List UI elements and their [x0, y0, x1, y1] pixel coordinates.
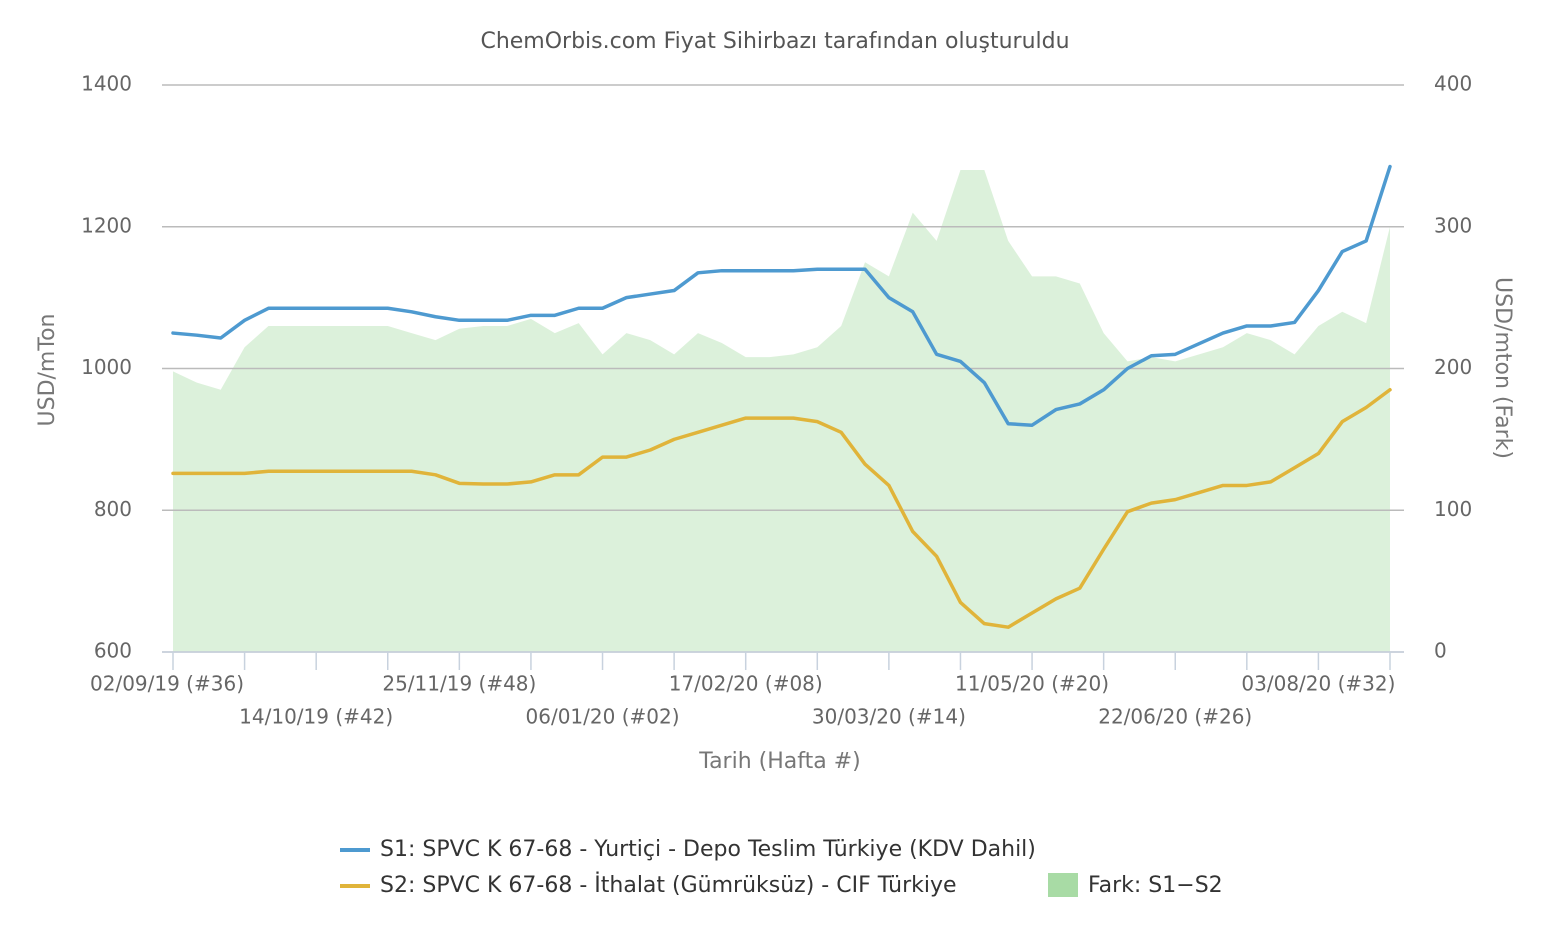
legend-label: Fark: S1−S2 [1088, 873, 1223, 898]
difference-area [173, 170, 1390, 653]
y2-tick-label: 300 [1434, 213, 1472, 237]
series-line [171, 388, 1392, 629]
series-line [171, 164, 1392, 427]
y2-tick-label: 100 [1434, 497, 1472, 521]
y2-axis-label: USD/mton (Fark) [1490, 277, 1515, 459]
y-tick-label: 800 [94, 497, 132, 521]
x-tick-label: 03/08/20 (#32) [1241, 672, 1395, 696]
y-tick-label: 1400 [81, 72, 132, 96]
x-tick-label: 22/06/20 (#26) [1098, 705, 1252, 729]
y2-tick-label: 200 [1434, 355, 1472, 379]
x-tick-label: 11/05/20 (#20) [955, 672, 1109, 696]
x-tick-label: 30/03/20 (#14) [812, 705, 966, 729]
x-tick-label: 14/10/19 (#42) [239, 705, 393, 729]
legend-label: S1: SPVC K 67-68 - Yurtiçi - Depo Teslim… [380, 837, 1036, 862]
y-tick-label: 600 [94, 639, 132, 663]
chart-title: ChemOrbis.com Fiyat Sihirbazı tarafından… [480, 29, 1069, 54]
x-tick-label: 06/01/20 (#02) [526, 705, 680, 729]
y-axis-label: USD/mTon [35, 314, 60, 427]
x-tick-label: 17/02/20 (#08) [669, 672, 823, 696]
legend-swatch [1048, 873, 1078, 897]
x-tick-label: 02/09/19 (#36) [90, 672, 244, 696]
y2-tick-label: 400 [1434, 72, 1472, 96]
y2-tick-label: 0 [1434, 639, 1447, 663]
x-tick-label: 25/11/19 (#48) [382, 672, 536, 696]
y-tick-label: 1000 [81, 355, 132, 379]
legend-label: S2: SPVC K 67-68 - İthalat (Gümrüksüz) -… [380, 872, 957, 898]
y-tick-label: 1200 [81, 213, 132, 237]
x-axis-label: Tarih (Hafta #) [698, 749, 860, 774]
